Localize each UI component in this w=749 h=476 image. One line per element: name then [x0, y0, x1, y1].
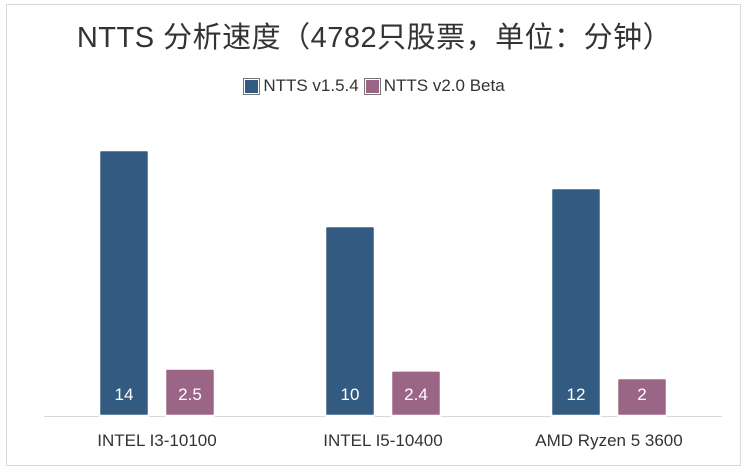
data-label-series-1-2: 10 — [341, 385, 360, 404]
legend-item-series-1: NTTS v1.5.4 — [244, 76, 359, 96]
x-tick-label-1: INTEL I3-10100 — [97, 431, 216, 450]
bar-series-1-3 — [549, 186, 603, 418]
legend-item-series-2: NTTS v2.0 Beta — [364, 76, 505, 96]
data-label-series-1-1: 14 — [115, 385, 134, 404]
chart-legend: NTTS v1.5.4 NTTS v2.0 Beta — [0, 76, 749, 96]
bar-series-2-3 — [615, 376, 669, 418]
data-label-series-2-3: 2 — [637, 385, 646, 404]
x-tick-label-2: INTEL I5-10400 — [323, 431, 442, 450]
bar-series-1-2 — [323, 224, 377, 418]
x-tick-label-3: AMD Ryzen 5 3600 — [535, 431, 682, 450]
legend-label-series-2: NTTS v2.0 Beta — [383, 76, 505, 95]
bar-series-2-2 — [389, 369, 443, 418]
data-label-series-1-3: 12 — [567, 385, 586, 404]
bar-series-1-1 — [97, 148, 151, 418]
legend-swatch-series-1 — [244, 78, 260, 94]
data-label-series-2-1: 2.5 — [178, 385, 202, 404]
legend-swatch-series-2 — [364, 78, 380, 94]
bar-series-2-1 — [163, 367, 217, 418]
chart-title: NTTS 分析速度（4782只股票，单位：分钟） — [76, 22, 673, 54]
data-label-series-2-2: 2.4 — [404, 385, 428, 404]
legend-label-series-1: NTTS v1.5.4 — [263, 76, 359, 95]
